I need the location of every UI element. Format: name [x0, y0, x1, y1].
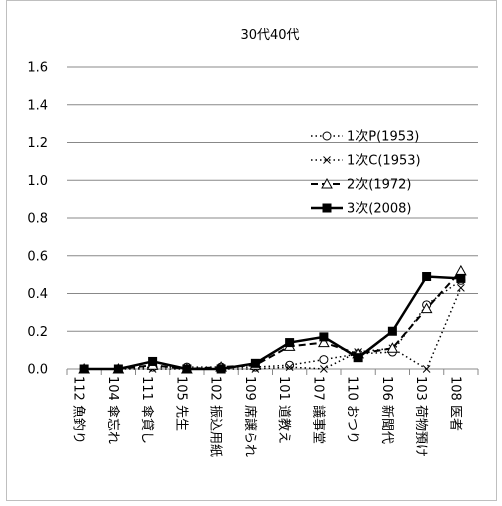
data-point-square [387, 326, 397, 336]
chart-frame [6, 0, 497, 501]
data-point-x [422, 365, 431, 373]
data-point-square [216, 364, 226, 374]
data-point-triangle [318, 336, 330, 348]
legend-label: 1次P(1953) [347, 129, 419, 145]
series-1 [80, 283, 465, 373]
series-3 [79, 272, 466, 374]
data-point-square [250, 358, 260, 368]
data-point-triangle [420, 302, 433, 314]
data-point-triangle [386, 342, 399, 353]
data-point-x [457, 283, 465, 292]
x-axis: 112 魚釣り 104 傘忘れ 111 傘貸し 105 先生 102 振込用紙 109 席… [66, 368, 479, 457]
y-tick-label: 0.0 [27, 363, 48, 378]
series-layer [78, 264, 467, 374]
data-point-square [79, 364, 89, 374]
data-point-square [182, 364, 192, 374]
x-tick-label: 110 おつり [345, 376, 360, 444]
data-point-square [148, 356, 158, 366]
x-tick-label: 108 医者 [447, 376, 462, 431]
data-point-triangle [455, 264, 467, 276]
data-point-x [323, 156, 331, 164]
series-0 [79, 275, 466, 374]
legend: 1次P(1953) 1次C(1953) 2次(1972) 3次(2008) [311, 129, 421, 217]
x-tick-label: 112 魚釣り [71, 376, 87, 444]
data-point-square [422, 272, 432, 282]
y-tick-label: 0.4 [27, 287, 48, 302]
series-2 [78, 264, 467, 374]
data-point-square [322, 203, 332, 213]
y-tick-label: 1.6 [27, 61, 48, 76]
data-point-square [319, 332, 329, 342]
data-point-circle [319, 355, 329, 365]
x-tick-label: 106 新聞代 [379, 376, 395, 444]
y-tick-label: 0.2 [27, 325, 48, 340]
x-tick-label: 104 傘忘れ [105, 376, 120, 444]
data-point-square [113, 364, 123, 374]
data-point-square [353, 353, 363, 363]
y-tick-label: 0.6 [27, 249, 48, 264]
y-axis-ticks: 0.0 0.2 0.4 0.6 0.8 1.0 1.2 1.4 1.6 [27, 61, 48, 378]
x-tick-label: 109 席譲られ [242, 376, 258, 457]
data-point-square [456, 273, 466, 283]
x-tick-label: 101 道教え [276, 376, 292, 444]
data-point-x [285, 363, 294, 371]
x-tick-label: 102 振込用紙 [208, 376, 223, 457]
series-line [84, 270, 462, 371]
legend-label: 2次(1972) [347, 177, 412, 193]
data-point-circle [322, 131, 332, 141]
data-point-x [320, 365, 328, 373]
data-point-triangle [321, 177, 333, 189]
x-tick-label: 107 議事堂 [310, 376, 325, 444]
chart-title: 30代40代 [240, 28, 299, 43]
data-point-square [285, 338, 295, 348]
series-line [84, 275, 461, 371]
legend-label: 1次C(1953) [347, 153, 421, 169]
y-tick-label: 0.8 [27, 212, 48, 227]
data-point-circle [285, 360, 295, 370]
x-tick-label: 105 先生 [173, 376, 188, 431]
legend-label: 3次(2008) [347, 201, 412, 217]
y-tick-label: 1.4 [27, 98, 48, 113]
x-tick-label: 103 荷物預け [413, 376, 428, 457]
y-tick-label: 1.0 [27, 174, 48, 189]
y-tick-label: 1.2 [27, 136, 48, 151]
x-tick-label: 111 傘貸し [139, 376, 155, 444]
gridlines [67, 66, 478, 332]
